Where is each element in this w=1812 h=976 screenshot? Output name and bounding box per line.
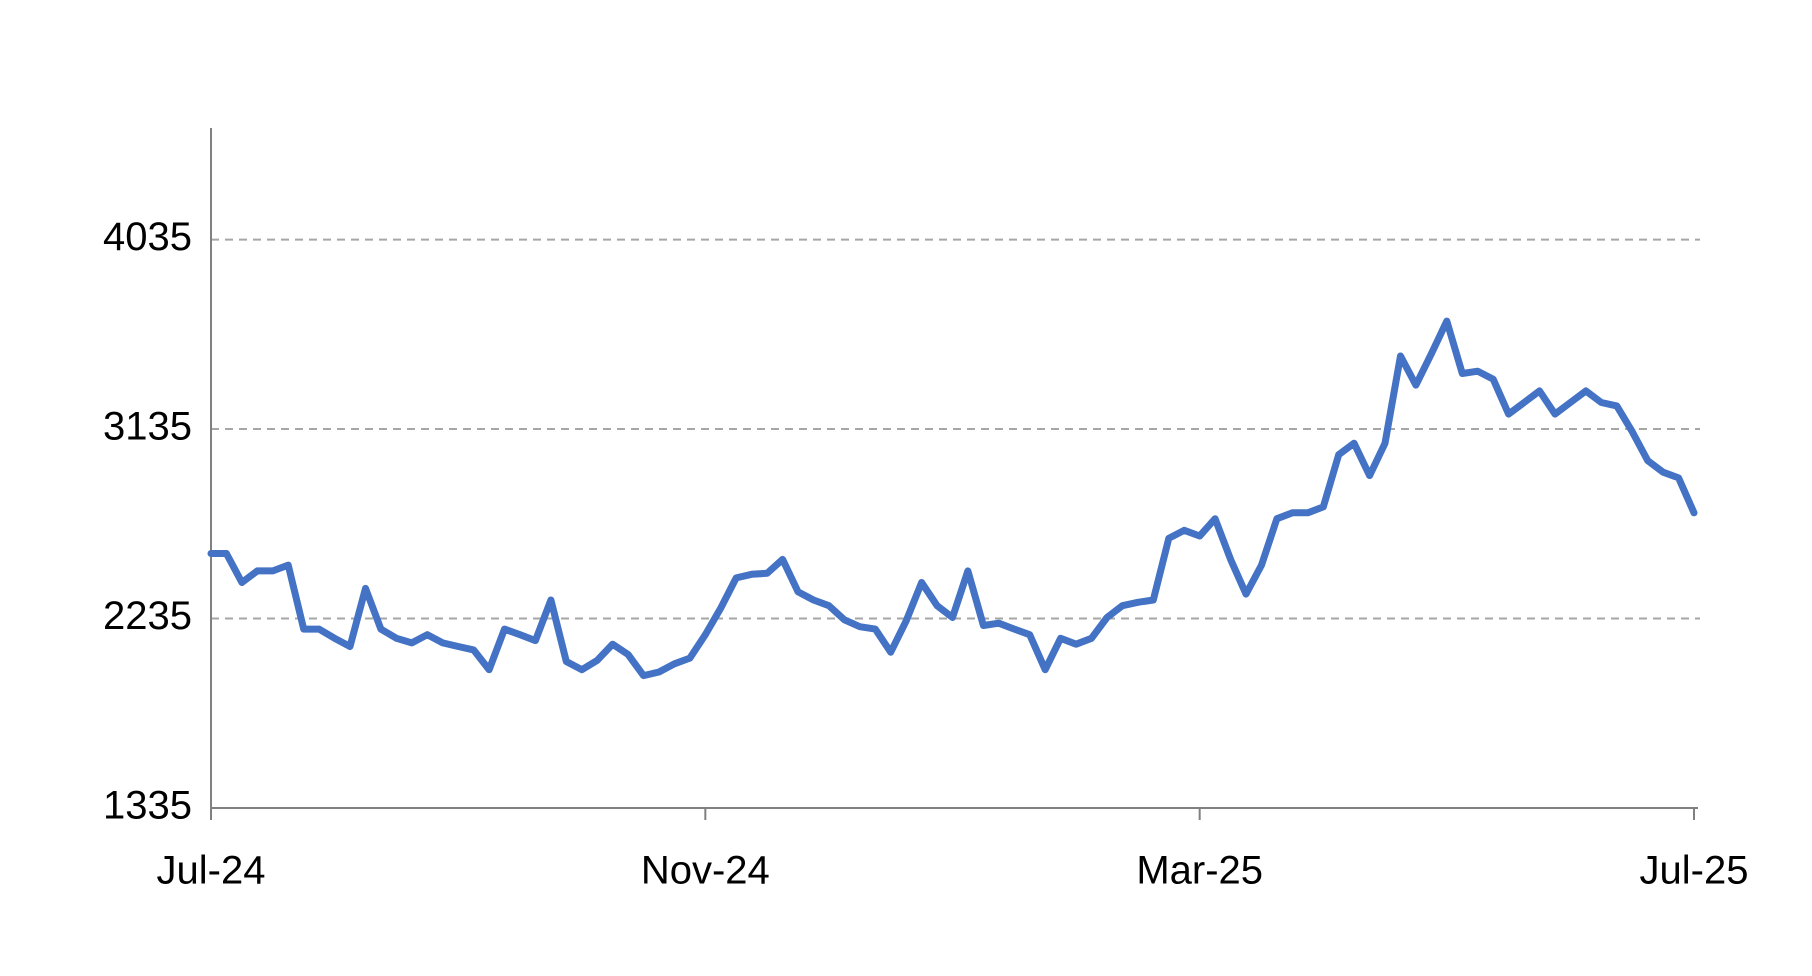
y-tick-label: 2235 — [103, 594, 192, 638]
y-tick-label: 3135 — [103, 405, 192, 449]
x-tick-label: Nov-24 — [641, 849, 770, 893]
y-tick-label: 4035 — [103, 215, 192, 259]
y-tick-label: 1335 — [103, 784, 192, 828]
x-tick-label: Jul-24 — [157, 849, 266, 893]
x-tick-label: Jul-25 — [1640, 849, 1749, 893]
x-tick-label: Mar-25 — [1136, 849, 1263, 893]
data-line — [207, 317, 1698, 680]
